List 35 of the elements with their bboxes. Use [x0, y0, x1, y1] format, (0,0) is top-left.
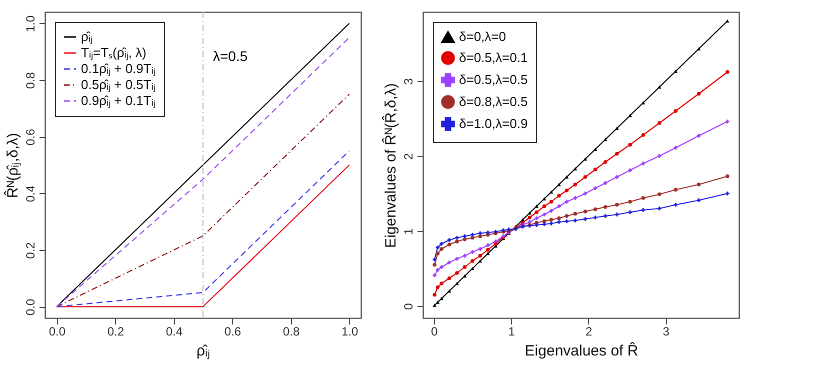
legend-label: 0.1ρ̂ᵢⱼ + 0.9Tᵢⱼ — [81, 61, 156, 77]
legend-label: ρ̂ᵢⱼ — [81, 29, 92, 45]
x-axis-title: Eigenvalues of R̂ — [524, 342, 638, 360]
x-tick-label: 0 — [430, 324, 438, 338]
y-tick-label: 1.0 — [24, 15, 38, 32]
y-tick-label: 2 — [402, 152, 416, 160]
legend-label: δ=0.5,λ=0.1 — [459, 50, 528, 65]
y-axis-title: R̂ᴺ(ρ̂ᵢⱼ,δ,λ) — [4, 132, 22, 198]
y-tick-label: 1 — [402, 228, 416, 235]
x-tick-label: 1.0 — [341, 324, 358, 338]
y-axis-title: Eigenvalues of R̂ᴺ(R̂,δ,λ) — [382, 83, 400, 248]
x-tick-label: 0.8 — [282, 324, 300, 338]
legend-label: δ=0.5,λ=0.5 — [459, 72, 528, 87]
x-tick-label: 0.4 — [166, 324, 183, 338]
legend-label: δ=0.8,λ=0.5 — [459, 94, 528, 109]
legend-label: Tᵢⱼ=Tₛ(ρ̂ᵢⱼ, λ) — [81, 45, 146, 61]
legend-label: 0.9ρ̂ᵢⱼ + 0.1Tᵢⱼ — [81, 93, 156, 109]
y-tick-label: 3 — [402, 78, 416, 85]
x-tick-label: 0.0 — [48, 324, 66, 338]
x-tick-label: 3 — [662, 324, 670, 338]
x-tick-label: 0.6 — [224, 324, 242, 338]
legend-label: δ=0,λ=0 — [459, 29, 506, 44]
x-tick-label: 1 — [508, 324, 516, 338]
y-tick-label: 0 — [402, 302, 416, 310]
y-tick-label: 0.2 — [24, 242, 38, 259]
x-tick-label: 2 — [585, 324, 592, 338]
x-axis-title: ρ̂ᵢⱼ — [196, 342, 210, 360]
y-tick-label: 0.4 — [24, 185, 38, 202]
y-tick-label: 0.8 — [24, 72, 38, 89]
legend-label: 0.5ρ̂ᵢⱼ + 0.5Tᵢⱼ — [81, 77, 156, 93]
y-tick-label: 0.0 — [24, 298, 38, 316]
y-tick-label: 0.6 — [24, 128, 38, 146]
legend-label: δ=1.0,λ=0.9 — [459, 116, 528, 131]
x-tick-label: 0.2 — [107, 324, 124, 338]
ref-line-label: λ=0.5 — [213, 48, 248, 64]
